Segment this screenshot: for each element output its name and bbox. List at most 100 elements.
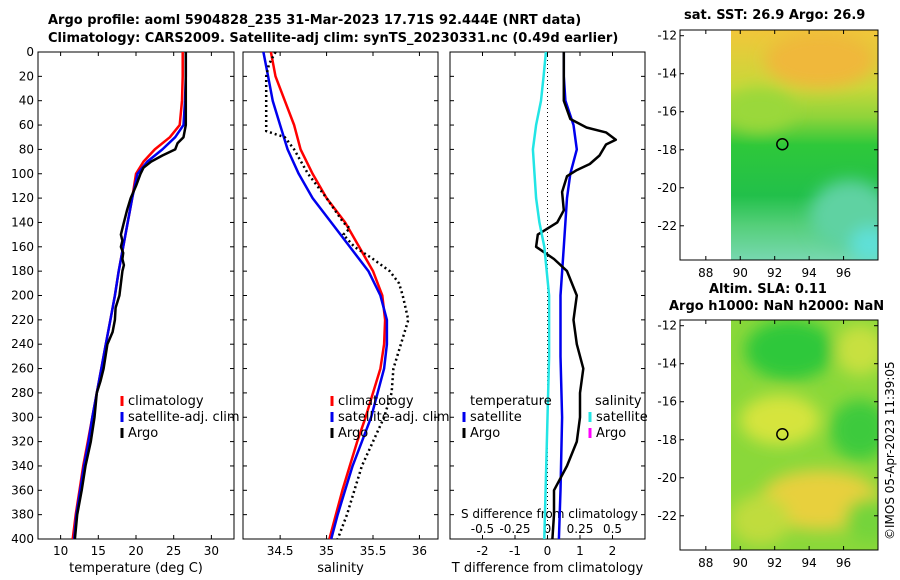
sst-lat-tick-label: -22 (657, 219, 677, 233)
sal-legend-satellite-label: satellite-adj. clim (338, 410, 450, 425)
sst-lon-tick-label: 96 (836, 266, 851, 280)
sla-lat-tick-label: -16 (657, 395, 677, 409)
difference-xtick-label: -2 (477, 544, 489, 558)
temperature-xtick-label: 15 (91, 544, 106, 558)
sal-legend-climatology-label: climatology (338, 394, 414, 409)
salinity-xtick-label: 35 (319, 544, 334, 558)
diff-legend-s-satellite-label: satellite (596, 410, 648, 425)
difference-xlabel: T difference from climatology (451, 561, 644, 576)
sst-lat-tick-label: -12 (657, 29, 677, 43)
depth-tick-label: 400 (11, 532, 34, 546)
sal-legend-argo-label: Argo (338, 426, 368, 441)
depth-tick-label: 300 (11, 410, 34, 424)
salinity-axes-frame (242, 51, 439, 540)
difference-series-temperature-satellite (557, 52, 579, 540)
sst-lon-tick-label: 92 (767, 266, 782, 280)
depth-tick-label: 120 (11, 191, 34, 205)
diff-legend-s-argo-label: Argo (596, 426, 626, 441)
imos-watermark: ©IMOS 05-Apr-2023 11:39:05 (883, 361, 897, 540)
sla-lat-tick-label: -20 (657, 471, 677, 485)
sla-lon-tick-label: 92 (767, 556, 782, 570)
depth-tick-label: 360 (11, 483, 34, 497)
sst-argo-position-marker (776, 137, 789, 151)
temperature-xtick-label: 20 (128, 544, 143, 558)
depth-tick-label: 180 (11, 264, 34, 278)
difference-xtick-label: -1 (509, 544, 521, 558)
depth-tick-label: 160 (11, 240, 34, 254)
depth-tick-label: 260 (11, 362, 34, 376)
depth-tick-label: 100 (11, 167, 34, 181)
temperature-xlabel: temperature (deg C) (69, 561, 203, 576)
sst-map-title: sat. SST: 26.9 Argo: 26.9 (684, 8, 866, 23)
depth-tick-label: 60 (19, 118, 34, 132)
sla-lat-tick-label: -14 (657, 357, 677, 371)
temperature-xtick-label: 25 (166, 544, 181, 558)
sst-lat-tick-label: -20 (657, 181, 677, 195)
sst-map-frame (679, 29, 879, 261)
s-tick-label: 0.25 (567, 522, 594, 536)
temp-legend-argo-label: Argo (128, 426, 158, 441)
temperature-axes-frame (37, 51, 235, 540)
temperature-series-satellite-adj-clim (72, 52, 188, 540)
depth-tick-label: 140 (11, 215, 34, 229)
depth-tick-label: 320 (11, 435, 34, 449)
sla-lon-tick-label: 88 (698, 556, 713, 570)
temp-legend-satellite-label: satellite-adj. clim (128, 410, 240, 425)
salinity-series-climatology (269, 51, 387, 540)
sla-lat-tick-label: -18 (657, 433, 677, 447)
depth-tick-label: 200 (11, 289, 34, 303)
sst-lat-tick-label: -16 (657, 105, 677, 119)
difference-series-temperature-argo (534, 52, 618, 540)
sst-lon-tick-label: 88 (698, 266, 713, 280)
difference-series-salinity-satellite (531, 51, 551, 540)
difference-axes-frame (449, 51, 646, 540)
header-line-1: Argo profile: aoml 5904828_235 31-Mar-20… (48, 13, 582, 28)
depth-tick-label: 20 (19, 69, 34, 83)
sst-lat-tick-label: -14 (657, 67, 677, 81)
sla-lon-tick-label: 94 (801, 556, 816, 570)
depth-tick-label: 80 (19, 142, 34, 156)
s-tick-label: -0.25 (499, 522, 530, 536)
temperature-series-climatology (71, 52, 184, 540)
sla-map-field (731, 320, 878, 550)
temperature-xtick-label: 30 (204, 544, 219, 558)
salinity-xlabel: salinity (317, 561, 364, 576)
diff-legend-temperature-title: temperature (470, 394, 552, 409)
sst-lat-tick-label: -18 (657, 143, 677, 157)
salinity-xtick-label: 34.5 (267, 544, 294, 558)
difference-xtick-label: 0 (544, 544, 552, 558)
temperature-series-argo (73, 52, 188, 540)
sla-argo-position-marker (776, 427, 789, 441)
sla-lat-tick-label: -12 (657, 319, 677, 333)
difference-xtick-label: 1 (576, 544, 584, 558)
temperature-xtick-label: 10 (53, 544, 68, 558)
sla-lon-tick-label: 96 (836, 556, 851, 570)
salinity-series-satellite-adj-clim (262, 51, 389, 540)
sla-map-frame (679, 319, 879, 551)
sla-lat-tick-label: -22 (657, 509, 677, 523)
s-difference-label: S difference from climatology (461, 507, 638, 521)
s-tick-label: -0.5 (471, 522, 494, 536)
depth-tick-label: 380 (11, 508, 34, 522)
depth-tick-label: 280 (11, 386, 34, 400)
temp-legend-climatology-label: climatology (128, 394, 204, 409)
diff-legend-t-argo-label: Argo (470, 426, 500, 441)
salinity-series-argo (264, 51, 410, 540)
sla-lon-tick-label: 90 (733, 556, 748, 570)
difference-xtick-label: 2 (609, 544, 617, 558)
diff-legend-t-satellite-label: satellite (470, 410, 522, 425)
sst-lon-tick-label: 94 (801, 266, 816, 280)
s-tick-label: 0.5 (603, 522, 622, 536)
sla-map-title-2: Argo h1000: NaN h2000: NaN (669, 299, 885, 314)
depth-tick-label: 340 (11, 459, 34, 473)
depth-tick-label: 0 (26, 45, 34, 59)
sst-map-field (731, 30, 878, 260)
sst-lon-tick-label: 90 (733, 266, 748, 280)
salinity-xtick-label: 36 (412, 544, 427, 558)
header-line-2: Climatology: CARS2009. Satellite-adj cli… (48, 31, 619, 46)
depth-tick-label: 40 (19, 94, 34, 108)
sla-map-title-1: Altim. SLA: 0.11 (709, 282, 827, 297)
salinity-xtick-label: 35.5 (360, 544, 387, 558)
s-tick-label: 0 (544, 522, 552, 536)
